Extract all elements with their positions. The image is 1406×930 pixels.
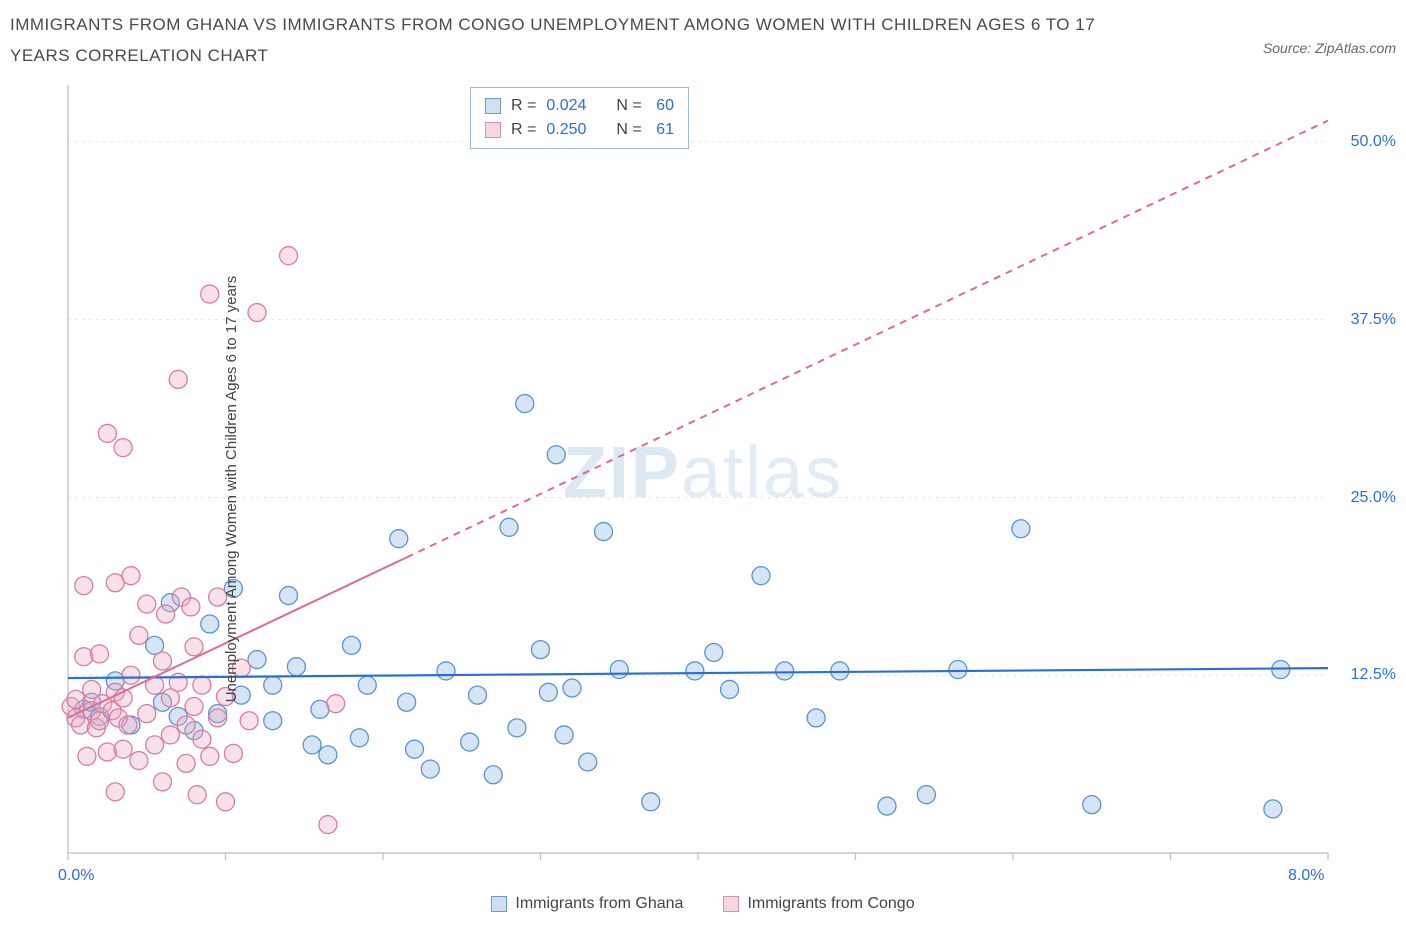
chart-container: Unemployment Among Women with Children A… (10, 79, 1396, 899)
y-tick-label: 50.0% (1351, 133, 1396, 151)
header: IMMIGRANTS FROM GHANA VS IMMIGRANTS FROM… (10, 10, 1396, 71)
x-axis-min: 0.0% (58, 867, 94, 885)
chart-title: IMMIGRANTS FROM GHANA VS IMMIGRANTS FROM… (10, 10, 1160, 71)
stats-row: R =0.024N = 60 (485, 94, 674, 118)
scatter-chart (10, 79, 1396, 899)
y-tick-label: 12.5% (1351, 666, 1396, 684)
y-tick-label: 25.0% (1351, 489, 1396, 507)
stats-row: R =0.250N = 61 (485, 118, 674, 142)
y-axis-label: Unemployment Among Women with Children A… (223, 276, 240, 703)
x-axis-max: 8.0% (1288, 867, 1324, 885)
correlation-stats-box: R =0.024N = 60R =0.250N = 61 (470, 87, 689, 149)
y-tick-label: 37.5% (1351, 311, 1396, 329)
source-credit: Source: ZipAtlas.com (1263, 10, 1396, 56)
swatch-icon (485, 122, 501, 138)
swatch-icon (485, 98, 501, 114)
